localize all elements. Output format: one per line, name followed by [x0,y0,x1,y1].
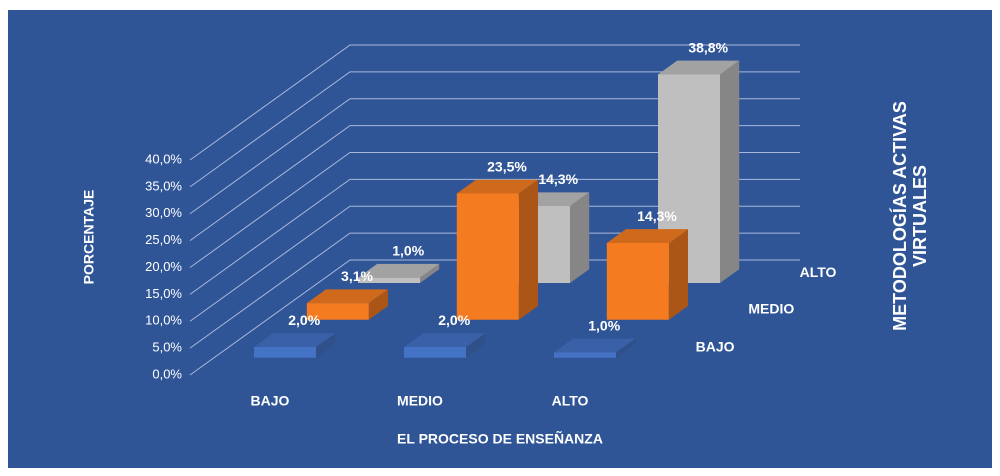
chart: EL PROCESO DE ENSEÑANZA PORCENTAJE 0,0% 5… [81,39,837,447]
bar-top [254,333,336,347]
bar-top [554,338,636,353]
grid-line [189,98,800,215]
x-tick-label: BAJO [251,393,290,409]
bar-side [466,333,486,358]
bar-front [456,193,519,320]
value-label: 1,0% [392,243,424,259]
chart-area: EL PROCESO DE ENSEÑANZA PORCENTAJE 0,0% 5… [8,10,992,468]
y-tick-label: 20,0% [145,259,182,274]
bar-front [404,347,466,358]
value-label: 2,0% [438,312,470,328]
bar-side [368,289,388,320]
bar-side [570,192,590,283]
value-label: 3,1% [341,268,373,284]
x-axis-title: EL PROCESO DE ENSEÑANZA [397,430,603,447]
bar-front [554,352,616,358]
bar-side [518,179,538,320]
bar [404,333,486,358]
bar-top [658,60,740,75]
bar-side [616,338,636,358]
bar [358,263,440,283]
grid-line [189,71,800,188]
bar [456,179,538,320]
bar-side [720,60,740,284]
bar-top [456,179,538,194]
bar-front [254,347,316,358]
value-label: 38,8% [688,39,728,55]
bar-side [668,229,688,320]
bar-side [316,333,336,358]
grid-line [189,205,800,322]
grid-line [189,125,800,242]
bar [606,229,688,320]
bar-top [306,289,388,304]
bar [306,289,388,320]
legend-label: BAJO [696,339,735,355]
y-axis-title: PORCENTAJE [81,190,97,285]
bar-top [358,263,440,278]
grid-line [189,152,800,268]
bar-front [358,277,420,283]
y-tick-label: 30,0% [145,205,182,220]
value-label: 2,0% [288,312,320,328]
value-label: 14,3% [538,171,578,187]
legend-label: MEDIO [748,301,794,317]
bar-front [306,303,369,320]
bar [254,333,336,358]
value-label: 14,3% [637,208,677,224]
y-tick-label: 35,0% [145,178,182,193]
y-tick-label: 40,0% [145,151,182,166]
z-axis-title: METODOLOGÍAS ACTIVAS VIRTUALES [890,101,930,331]
grid-line [189,44,800,161]
bar-top [404,333,486,347]
x-tick-label: MEDIO [397,393,443,409]
bar [554,338,636,358]
value-label: 23,5% [487,158,527,174]
value-label: 1,0% [588,317,620,333]
bar-top [606,229,688,243]
grid-line [189,178,800,295]
x-tick-label: ALTO [552,393,589,409]
bar-front [606,242,669,320]
y-tick-label: 25,0% [145,232,182,247]
y-tick-label: 15,0% [145,286,182,301]
y-tick-label: 0,0% [152,366,182,381]
legend-label: ALTO [800,264,837,280]
y-tick-label: 5,0% [152,340,182,355]
y-tick-label: 10,0% [145,313,182,328]
bar-side [420,263,440,283]
